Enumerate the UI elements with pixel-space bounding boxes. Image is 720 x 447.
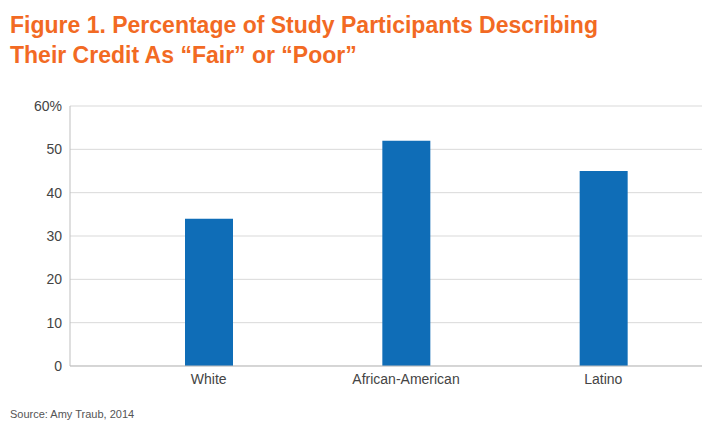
html-text:Source: Amy Traub, 2014: Source: Amy Traub, 2014 [10, 408, 135, 420]
svg-text:Latino: Latino [584, 371, 622, 387]
svg-text:40: 40 [46, 185, 62, 201]
html-text:Figure 1. Percentage of Study: Figure 1. Percentage of Study Participan… [10, 12, 598, 68]
svg-text:White: White [191, 371, 227, 387]
svg-text:0: 0 [54, 358, 62, 374]
svg-text:20: 20 [46, 271, 62, 287]
svg-text:50: 50 [46, 141, 62, 157]
svg-text:60%: 60% [34, 98, 62, 114]
svg-text:30: 30 [46, 228, 62, 244]
svg-text:10: 10 [46, 315, 62, 331]
svg-text:African-American: African-American [352, 371, 459, 387]
